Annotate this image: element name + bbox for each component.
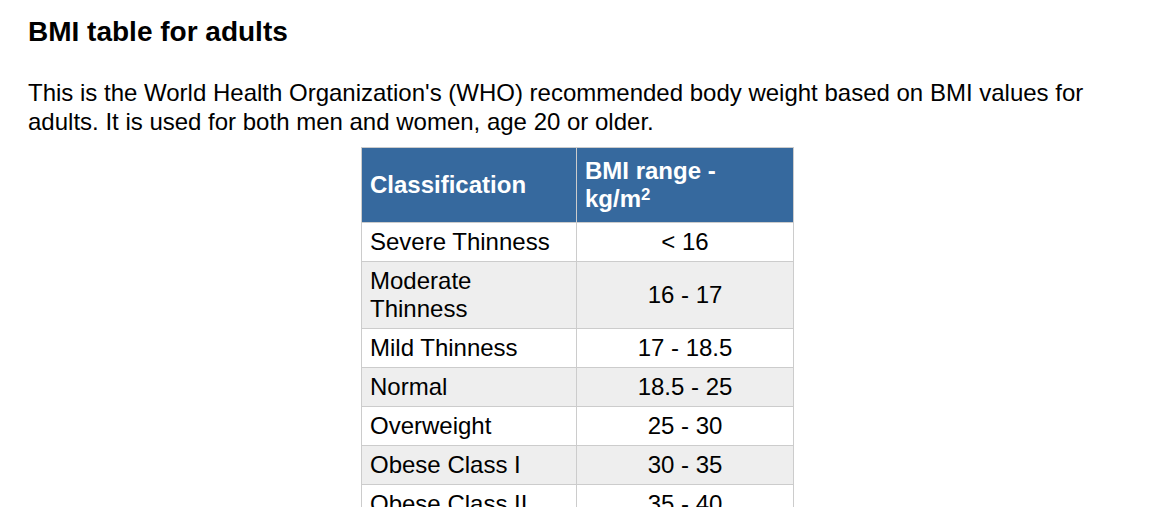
table-row: Moderate Thinness 16 - 17 [362, 262, 794, 329]
content-page: BMI table for adults This is the World H… [0, 0, 1155, 507]
table-row: Mild Thinness 17 - 18.5 [362, 329, 794, 368]
table-row: Overweight 25 - 30 [362, 407, 794, 446]
bmi-range-cell: 17 - 18.5 [577, 329, 794, 368]
bmi-range-cell: 35 - 40 [577, 485, 794, 507]
classification-cell: Moderate Thinness [362, 262, 577, 329]
classification-cell: Normal [362, 368, 577, 407]
classification-cell: Severe Thinness [362, 223, 577, 262]
page-title: BMI table for adults [28, 16, 1127, 48]
classification-cell: Obese Class II [362, 485, 577, 507]
bmi-range-cell: < 16 [577, 223, 794, 262]
bmi-table: Classification BMI range - kg/m2 Severe … [361, 147, 794, 507]
bmi-range-cell: 16 - 17 [577, 262, 794, 329]
bmi-range-cell: 25 - 30 [577, 407, 794, 446]
bmi-range-cell: 18.5 - 25 [577, 368, 794, 407]
table-row: Severe Thinness < 16 [362, 223, 794, 262]
classification-cell: Obese Class I [362, 446, 577, 485]
classification-cell: Overweight [362, 407, 577, 446]
table-row: Obese Class II 35 - 40 [362, 485, 794, 507]
bmi-range-cell: 30 - 35 [577, 446, 794, 485]
column-header-bmi-range: BMI range - kg/m2 [577, 148, 794, 223]
superscript-2: 2 [641, 185, 650, 204]
bmi-range-header-text: BMI range - kg/m [585, 157, 716, 212]
table-header-row: Classification BMI range - kg/m2 [362, 148, 794, 223]
classification-cell: Mild Thinness [362, 329, 577, 368]
intro-paragraph: This is the World Health Organization's … [28, 78, 1127, 136]
column-header-classification: Classification [362, 148, 577, 223]
table-row: Normal 18.5 - 25 [362, 368, 794, 407]
table-row: Obese Class I 30 - 35 [362, 446, 794, 485]
